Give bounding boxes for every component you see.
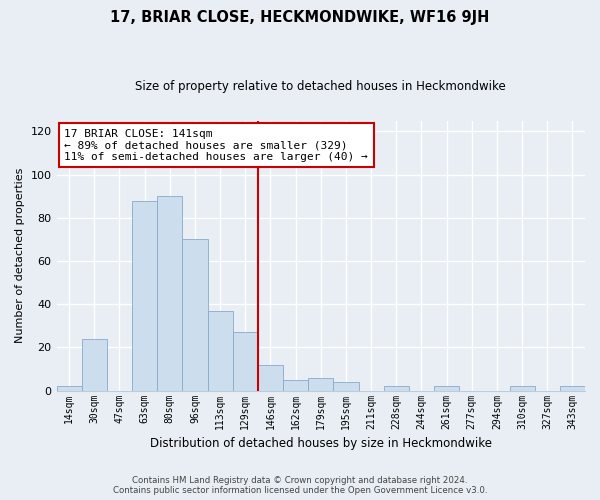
Bar bbox=[509, 386, 535, 390]
Bar bbox=[132, 200, 157, 390]
Bar bbox=[283, 380, 308, 390]
Bar bbox=[233, 332, 258, 390]
Bar bbox=[157, 196, 182, 390]
Bar bbox=[208, 310, 233, 390]
Title: Size of property relative to detached houses in Heckmondwike: Size of property relative to detached ho… bbox=[136, 80, 506, 93]
X-axis label: Distribution of detached houses by size in Heckmondwike: Distribution of detached houses by size … bbox=[150, 437, 492, 450]
Bar bbox=[182, 240, 208, 390]
Bar bbox=[308, 378, 334, 390]
Bar bbox=[383, 386, 409, 390]
Bar bbox=[258, 364, 283, 390]
Text: 17 BRIAR CLOSE: 141sqm
← 89% of detached houses are smaller (329)
11% of semi-de: 17 BRIAR CLOSE: 141sqm ← 89% of detached… bbox=[64, 128, 368, 162]
Text: Contains HM Land Registry data © Crown copyright and database right 2024.
Contai: Contains HM Land Registry data © Crown c… bbox=[113, 476, 487, 495]
Bar bbox=[334, 382, 359, 390]
Y-axis label: Number of detached properties: Number of detached properties bbox=[15, 168, 25, 344]
Text: 17, BRIAR CLOSE, HECKMONDWIKE, WF16 9JH: 17, BRIAR CLOSE, HECKMONDWIKE, WF16 9JH bbox=[110, 10, 490, 25]
Bar bbox=[82, 339, 107, 390]
Bar bbox=[434, 386, 459, 390]
Bar bbox=[56, 386, 82, 390]
Bar bbox=[560, 386, 585, 390]
